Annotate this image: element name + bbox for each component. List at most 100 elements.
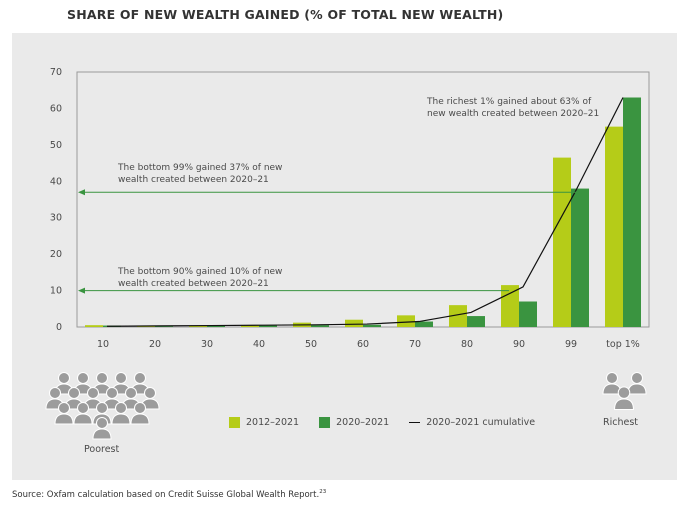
annotation-bottom99-line2: wealth created between 2020–21 <box>118 175 269 185</box>
annotation-richest1-line1: The richest 1% gained about 63% of <box>427 97 592 107</box>
chart-title: SHARE OF NEW WEALTH GAINED (% OF TOTAL N… <box>67 7 504 22</box>
bar-2020-2021 <box>571 188 589 327</box>
x-tick-label: 60 <box>357 339 369 350</box>
person-body <box>92 428 112 440</box>
bar-2020-2021 <box>519 301 537 327</box>
legend-item-cumulative: 2020–2021 cumulative <box>409 417 535 428</box>
person-body <box>130 413 150 425</box>
chart-legend: 2012–2021 2020–2021 2020–2021 cumulative <box>229 417 555 428</box>
person-head <box>96 372 108 384</box>
person-head <box>49 387 61 399</box>
bar-2020-2021 <box>363 324 381 327</box>
person-body <box>54 413 74 425</box>
annotation-bottom90: The bottom 90% gained 10% of new wealth … <box>118 266 282 290</box>
source-note: Source: Oxfam calculation based on Credi… <box>12 489 326 500</box>
bar-2012-2021 <box>241 325 259 327</box>
person-head <box>77 372 89 384</box>
person-head <box>96 402 108 414</box>
y-tick-label: 20 <box>50 249 62 260</box>
bar-2020-2021 <box>155 326 173 327</box>
y-tick-label: 30 <box>50 213 62 224</box>
y-tick-label: 50 <box>50 140 62 151</box>
richest-label: Richest <box>603 417 639 428</box>
person-head <box>115 372 127 384</box>
person-head <box>606 372 618 384</box>
x-tick-label: 10 <box>97 339 109 350</box>
person-head <box>134 372 146 384</box>
bar-2012-2021 <box>397 315 415 327</box>
person-body <box>627 383 647 395</box>
y-tick-label: 40 <box>50 176 62 187</box>
y-tick-label: 70 <box>50 67 62 78</box>
x-tick-label: 20 <box>149 339 161 350</box>
annotation-bottom99: The bottom 99% gained 37% of new wealth … <box>118 162 282 186</box>
bar-2012-2021 <box>605 126 623 328</box>
bar-2012-2021 <box>189 325 207 327</box>
bar-2020-2021 <box>311 325 329 327</box>
bar-2020-2021 <box>259 325 277 327</box>
bar-2020-2021 <box>415 321 433 327</box>
person-body <box>73 413 93 425</box>
person-body <box>614 398 634 410</box>
bar-2012-2021 <box>501 285 519 327</box>
x-tick-label: 30 <box>201 339 213 350</box>
poorest-people-icon <box>45 372 160 440</box>
arrowhead-bottom90 <box>78 287 85 294</box>
bar-2012-2021 <box>553 157 571 327</box>
x-tick-label: 50 <box>305 339 317 350</box>
person-head <box>58 402 70 414</box>
legend-label-cumulative: 2020–2021 cumulative <box>426 417 536 428</box>
x-tick-label: 40 <box>253 339 265 350</box>
person-body <box>111 413 131 425</box>
source-text: Source: Oxfam calculation based on Credi… <box>12 489 320 500</box>
bar-2012-2021 <box>85 325 103 327</box>
bar-2012-2021 <box>449 305 467 327</box>
bar-2020-2021 <box>207 325 225 327</box>
person-head <box>631 372 643 384</box>
bar-2012-2021 <box>345 319 363 327</box>
person-head <box>134 402 146 414</box>
legend-item-2020-2021: 2020–2021 <box>319 417 389 428</box>
legend-item-2012-2021: 2012–2021 <box>229 417 299 428</box>
legend-swatch-2012-2021 <box>229 417 240 428</box>
richest-people-icon <box>602 372 647 410</box>
person-head <box>125 387 137 399</box>
cumulative-polyline <box>106 97 624 327</box>
person-head <box>144 387 156 399</box>
source-footnote-ref: 23 <box>319 489 327 495</box>
y-tick-label: 0 <box>56 322 62 333</box>
annotation-bottom90-line1: The bottom 90% gained 10% of new <box>118 267 283 277</box>
person-head <box>68 387 80 399</box>
x-tick-label: 80 <box>461 339 473 350</box>
legend-label-2012-2021: 2012–2021 <box>246 417 300 428</box>
person-head <box>77 402 89 414</box>
legend-swatch-2020-2021 <box>319 417 331 428</box>
annotation-richest1: The richest 1% gained about 63% of new w… <box>427 96 599 120</box>
y-tick-label: 10 <box>50 286 62 297</box>
bar-2020-2021 <box>467 316 485 327</box>
legend-line-cumulative <box>409 421 421 424</box>
x-tick-label: 90 <box>513 339 525 350</box>
poorest-label: Poorest <box>84 444 120 455</box>
cumulative-line <box>106 97 624 327</box>
chart-bars <box>85 97 641 328</box>
annotation-bottom90-line2: wealth created between 2020–21 <box>118 279 269 289</box>
person-head <box>106 387 118 399</box>
person-head <box>58 372 70 384</box>
x-tick-label: 70 <box>409 339 421 350</box>
person-head <box>87 387 99 399</box>
legend-label-2020-2021: 2020–2021 <box>336 417 390 428</box>
bar-2020-2021 <box>623 97 641 327</box>
person-head <box>617 386 631 399</box>
annotation-richest1-line2: new wealth created between 2020–21 <box>427 109 600 119</box>
x-tick-label: 99 <box>565 339 577 350</box>
arrowhead-bottom99 <box>78 189 85 196</box>
annotation-bottom99-line1: The bottom 99% gained 37% of new <box>118 163 283 173</box>
annotation-arrows <box>78 189 580 294</box>
person-head <box>96 417 108 429</box>
x-tick-label: top 1% <box>606 339 640 350</box>
chart-axes: 0 10 20 30 40 50 60 70 10 20 30 40 50 60 70 80 90 99 top 1… <box>50 67 650 350</box>
person-head <box>115 402 127 414</box>
y-tick-label: 60 <box>50 103 62 114</box>
